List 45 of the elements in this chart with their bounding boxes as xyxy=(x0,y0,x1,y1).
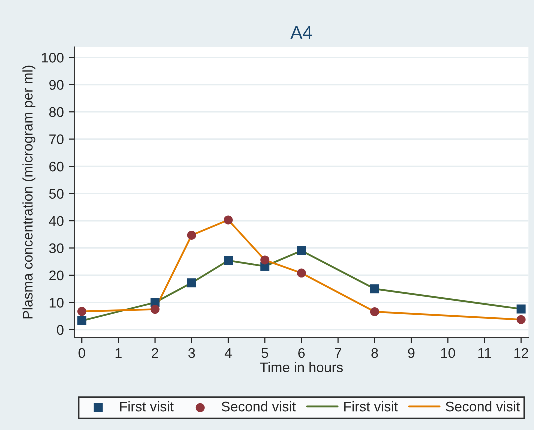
x-tick-label: 6 xyxy=(298,348,305,358)
point xyxy=(297,268,306,278)
y-tick-label: 40 xyxy=(49,216,64,226)
point xyxy=(297,246,306,256)
y-tick-label: 10 xyxy=(50,298,64,308)
point xyxy=(370,284,380,294)
x-tick-label: 4 xyxy=(224,348,232,358)
y-tick-label: 0 xyxy=(57,325,64,336)
y-tick-label: 30 xyxy=(49,244,64,254)
legend-label: Second visit xyxy=(446,402,520,412)
x-tick-label: 10 xyxy=(441,348,456,358)
point xyxy=(224,256,233,266)
x-tick-label: 8 xyxy=(372,348,378,358)
point xyxy=(516,304,526,314)
x-tick-label: 1 xyxy=(116,348,122,358)
point xyxy=(516,315,526,324)
point xyxy=(260,256,270,265)
x-tick-label: 7 xyxy=(335,348,342,358)
x-tick-label: 11 xyxy=(478,348,492,358)
point xyxy=(370,307,380,316)
y-tick-label: 50 xyxy=(49,189,64,199)
x-tick-label: 9 xyxy=(408,348,415,358)
chart-title: A4 xyxy=(290,26,312,39)
y-tick-label: 70 xyxy=(50,134,64,144)
x-tick-label: 3 xyxy=(188,348,196,358)
x-axis-title: Time in hours xyxy=(260,362,344,373)
y-tick-label: 100 xyxy=(42,52,64,63)
y-tick-label: 20 xyxy=(50,270,64,281)
legend-label: First visit xyxy=(120,402,174,412)
point xyxy=(150,305,160,314)
x-tick-label: 12 xyxy=(514,348,528,358)
y-tick-label: 60 xyxy=(50,162,64,172)
point xyxy=(187,278,196,288)
point xyxy=(187,230,196,240)
legend-label: First visit xyxy=(344,402,398,412)
point xyxy=(78,316,87,326)
y-tick-label: 80 xyxy=(50,107,64,118)
legend-label: Second visit xyxy=(222,402,296,412)
y-axis-title: Plasma concentration (microgram per ml) xyxy=(22,66,36,319)
point xyxy=(224,216,233,225)
point xyxy=(78,307,87,316)
x-tick-label: 2 xyxy=(152,348,158,358)
x-tick-label: 5 xyxy=(262,348,268,358)
y-tick-label: 90 xyxy=(50,80,64,90)
x-tick-label: 0 xyxy=(78,348,86,358)
